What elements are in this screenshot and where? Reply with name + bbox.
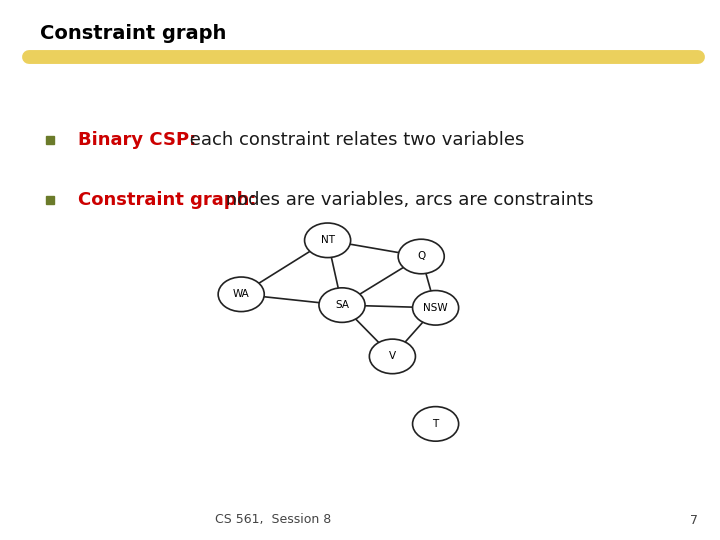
Circle shape [319,288,365,322]
Text: 7: 7 [690,514,698,526]
Text: Binary CSP:: Binary CSP: [78,131,196,150]
Text: NT: NT [320,235,335,245]
Text: each constraint relates two variables: each constraint relates two variables [184,131,525,150]
Circle shape [413,407,459,441]
Text: Constraint graph:: Constraint graph: [78,191,256,209]
Circle shape [398,239,444,274]
Circle shape [369,339,415,374]
Circle shape [413,291,459,325]
Text: Constraint graph: Constraint graph [40,24,226,43]
Text: Q: Q [417,252,426,261]
Text: T: T [433,419,438,429]
Circle shape [218,277,264,312]
Text: SA: SA [335,300,349,310]
Text: nodes are variables, arcs are constraints: nodes are variables, arcs are constraint… [220,191,594,209]
Text: WA: WA [233,289,250,299]
Text: CS 561,  Session 8: CS 561, Session 8 [215,514,332,526]
Circle shape [305,223,351,258]
Text: NSW: NSW [423,303,448,313]
Text: V: V [389,352,396,361]
